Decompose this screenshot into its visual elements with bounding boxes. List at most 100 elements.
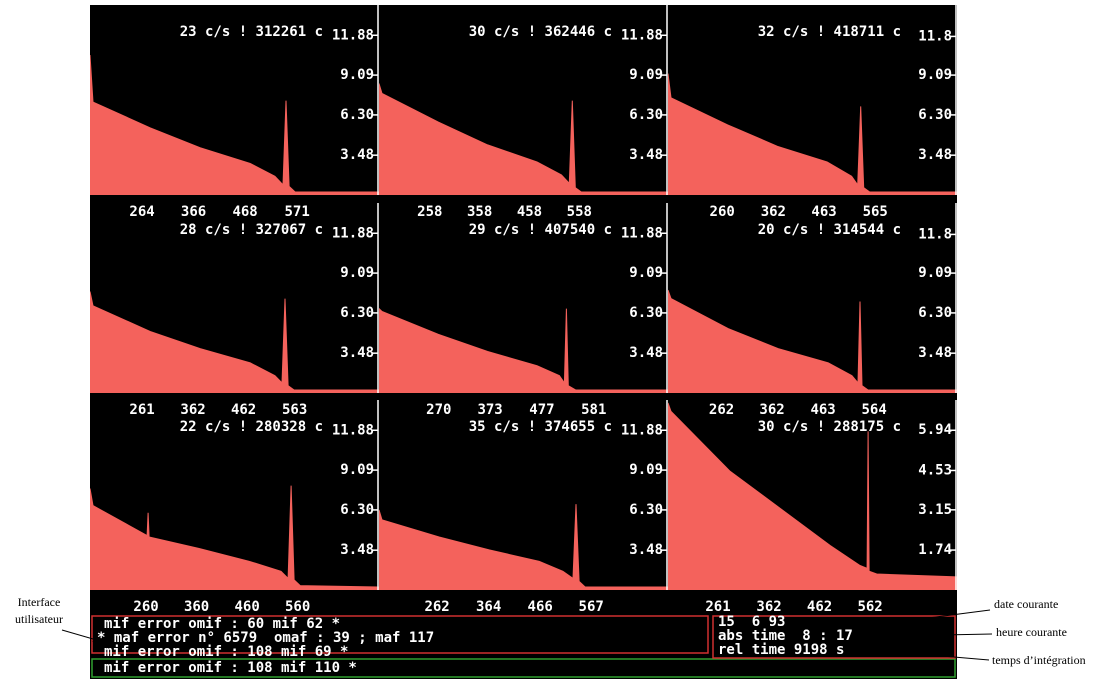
spectrum-area [90,291,379,393]
current-message: mif error omif : 108 mif 110 * [104,660,357,676]
abs-time: abs time 8 : 17 [718,628,853,644]
panel-header: 22 c/s ! 280328 c [180,419,323,435]
y-tick-label: 9.09 [340,67,374,83]
y-tick-label: 11.8 [918,28,952,44]
y-tick-label: 9.09 [340,462,374,478]
y-tick-label: 11.88 [332,422,374,438]
x-tick-label: 563 [282,402,307,418]
y-tick-label: 3.48 [918,345,952,361]
panel-header: 29 c/s ! 407540 c [469,222,612,238]
spectrum-area [668,289,957,393]
message: * maf error n° 6579 omaf : 39 ; maf 117 [97,630,434,646]
x-tick-label: 558 [567,204,592,220]
panel-header: 28 c/s ! 327067 c [180,222,323,238]
status-box [712,615,956,659]
x-tick-label: 362 [761,204,786,220]
x-tick-label: 261 [129,402,154,418]
y-tick-label: 3.48 [340,345,374,361]
spectrum-panel: 11.88 9.09 6.30 3.48 28 c/s ! 327067 c 261 362… [90,203,379,418]
x-tick-label: 260 [710,204,735,220]
message: mif error omif : 108 mif 69 * [104,644,348,660]
y-tick-label: 3.48 [340,147,374,163]
x-tick-label: 463 [810,402,835,418]
x-tick-label: 261 [705,599,730,615]
spectrum-panel: 11.88 9.09 6.30 3.48 23 c/s ! 312261 c 264 366… [90,5,379,220]
arrow [904,609,991,624]
arrow [61,629,101,642]
date: 15 6 93 [718,614,785,630]
y-tick-label: 3.15 [918,502,952,518]
x-tick-label: 462 [807,599,832,615]
x-tick-label: 362 [756,599,781,615]
annotation: utilisateur [15,612,63,626]
x-tick-label: 565 [863,204,888,220]
x-tick-label: 262 [709,402,734,418]
y-tick-label: 6.30 [629,305,663,321]
current-message-box [91,658,956,678]
spectrum-area [668,73,957,195]
y-tick-label: 1.74 [918,542,952,558]
panel-header: 30 c/s ! 288175 c [758,419,901,435]
message-box [91,615,709,654]
y-tick-label: 3.48 [629,542,663,558]
x-tick-label: 562 [857,599,882,615]
x-tick-label: 264 [129,204,154,220]
y-tick-label: 11.88 [332,27,374,43]
y-tick-label: 6.30 [629,107,663,123]
x-tick-label: 571 [285,204,310,220]
spectrum-area [90,485,379,590]
annotation: heure courante [996,625,1067,639]
spectrum-area [379,307,668,393]
spectra: 11.88 9.09 6.30 3.48 23 c/s ! 312261 c 264 366… [90,5,957,615]
x-tick-label: 564 [861,402,886,418]
x-tick-label: 358 [467,204,492,220]
spectrum-panel: 11.88 9.09 6.30 3.48 22 c/s ! 280328 c 260 360… [90,400,379,615]
y-tick-label: 6.30 [340,502,374,518]
spectrum-panel: 11.88 9.09 6.30 3.48 35 c/s ! 374655 c 262 364… [379,400,668,615]
spectrum-panel: 11.8 9.09 6.30 3.48 32 c/s ! 418711 c 260 362 4… [668,5,957,220]
y-tick-label: 3.48 [918,147,952,163]
x-tick-label: 262 [424,599,449,615]
y-tick-label: 9.09 [629,67,663,83]
arrow [891,632,993,639]
x-tick-label: 362 [180,402,205,418]
y-tick-label: 6.30 [340,107,374,123]
y-tick-label: 11.88 [332,225,374,241]
x-tick-label: 260 [133,599,158,615]
rel-time: rel time 9198 s [718,642,844,658]
y-tick-label: 9.09 [629,265,663,281]
x-tick-label: 560 [285,599,310,615]
x-tick-label: 458 [517,204,542,220]
spectrum-area [379,504,668,590]
x-tick-label: 463 [811,204,836,220]
y-tick-label: 3.48 [340,542,374,558]
spectrum-area [668,402,957,590]
x-tick-label: 460 [234,599,259,615]
y-tick-label: 6.30 [918,305,952,321]
arrow [894,649,990,661]
x-tick-label: 364 [476,599,501,615]
spectrum-panel: 11.88 9.09 6.30 3.48 29 c/s ! 407540 c 270 373… [379,203,668,418]
spectrum-panel: 11.8 9.09 6.30 3.48 20 c/s ! 314544 c 262 362 4… [668,203,957,418]
annotation: date courante [994,597,1058,611]
message: mif error omif : 60 mif 62 * [104,616,340,632]
panel-header: 35 c/s ! 374655 c [469,419,612,435]
x-tick-label: 468 [232,204,257,220]
spectrum-area [379,83,668,195]
y-tick-label: 11.88 [621,225,663,241]
y-tick-label: 4.53 [918,462,952,478]
y-tick-label: 11.88 [621,422,663,438]
y-tick-label: 9.09 [629,462,663,478]
spectrum-panel: 5.94 4.53 3.15 1.74 30 c/s ! 288175 c 261 362 4… [668,400,957,615]
panel-header: 20 c/s ! 314544 c [758,222,901,238]
y-tick-label: 9.09 [340,265,374,281]
x-tick-label: 366 [181,204,206,220]
x-tick-label: 360 [184,599,209,615]
y-tick-label: 3.48 [629,147,663,163]
x-tick-label: 477 [529,402,554,418]
y-tick-label: 3.48 [629,345,663,361]
x-tick-label: 581 [581,402,606,418]
